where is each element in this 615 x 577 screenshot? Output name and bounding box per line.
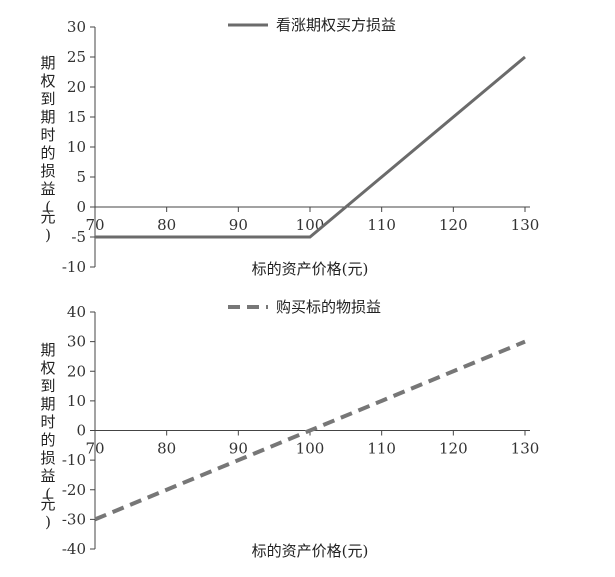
y-tick-label: 15 <box>67 108 86 126</box>
y-axis-label-char: ) <box>45 226 51 244</box>
y-tick-label: -10 <box>62 451 86 469</box>
x-tick-label: 80 <box>157 440 176 458</box>
y-tick-label: -40 <box>62 540 86 558</box>
x-tick-label: 90 <box>229 216 248 234</box>
y-axis-label-char: 权 <box>40 359 55 377</box>
x-tick-label: 130 <box>511 440 540 458</box>
y-axis-label-char: 的 <box>40 144 55 162</box>
x-tick-label: 100 <box>296 216 325 234</box>
y-tick-label: 10 <box>67 138 86 156</box>
x-tick-label: 80 <box>157 216 176 234</box>
x-tick-label: 120 <box>439 216 468 234</box>
legend-label: 看涨期权买方损益 <box>276 16 396 34</box>
y-tick-label: 20 <box>67 78 86 96</box>
y-tick-label: -20 <box>62 481 86 499</box>
y-axis-label-char: 期 <box>40 395 55 413</box>
y-axis-label-char: 时 <box>40 413 55 431</box>
x-tick-label: 130 <box>511 216 540 234</box>
y-axis-label-char: 元 <box>40 208 55 226</box>
y-tick-label: -10 <box>62 258 86 276</box>
y-tick-label: 30 <box>67 18 86 36</box>
x-tick-label: 90 <box>229 440 248 458</box>
x-tick-label: 110 <box>367 216 396 234</box>
y-axis-label-char: 的 <box>40 431 55 449</box>
y-tick-label: -5 <box>71 228 86 246</box>
y-tick-label: 0 <box>76 198 86 216</box>
series-line <box>95 55 526 239</box>
y-axis-label-char: 益 <box>40 467 55 485</box>
y-axis-label-char: 到 <box>40 377 55 395</box>
y-axis-label-char: 到 <box>40 90 55 108</box>
x-tick-label: 100 <box>296 440 325 458</box>
x-tick-label: 120 <box>439 440 468 458</box>
x-tick-label: 110 <box>367 440 396 458</box>
y-axis-label-char: 时 <box>40 126 55 144</box>
y-axis-label-char: 元 <box>40 495 55 513</box>
legend-label: 购买标的物损益 <box>276 298 381 316</box>
y-axis-label-char: ( <box>45 485 51 503</box>
y-tick-label: 0 <box>76 422 86 440</box>
y-axis-label-char: 权 <box>40 72 55 90</box>
y-tick-label: 30 <box>67 333 86 351</box>
y-tick-label: 25 <box>67 48 86 66</box>
y-tick-label: 20 <box>67 362 86 380</box>
y-axis-label-char: 期 <box>40 54 55 72</box>
x-tick-label: 70 <box>85 440 104 458</box>
y-axis-label-char: 期 <box>40 341 55 359</box>
y-axis-label-char: 损 <box>40 449 55 467</box>
x-axis-label: 标的资产价格(元) <box>252 542 369 560</box>
x-tick-label: 70 <box>85 216 104 234</box>
x-axis-label: 标的资产价格(元) <box>252 260 369 278</box>
y-tick-label: 5 <box>76 168 86 186</box>
y-tick-label: 10 <box>67 392 86 410</box>
y-tick-label: 40 <box>67 303 86 321</box>
y-axis-label-char: ) <box>45 513 51 531</box>
y-axis-label-char: 益 <box>40 180 55 198</box>
y-tick-label: -30 <box>62 510 86 528</box>
y-axis-label-char: 损 <box>40 162 55 180</box>
y-axis-label-char: ( <box>45 198 51 216</box>
y-axis-label-char: 期 <box>40 108 55 126</box>
series-line <box>94 339 526 522</box>
